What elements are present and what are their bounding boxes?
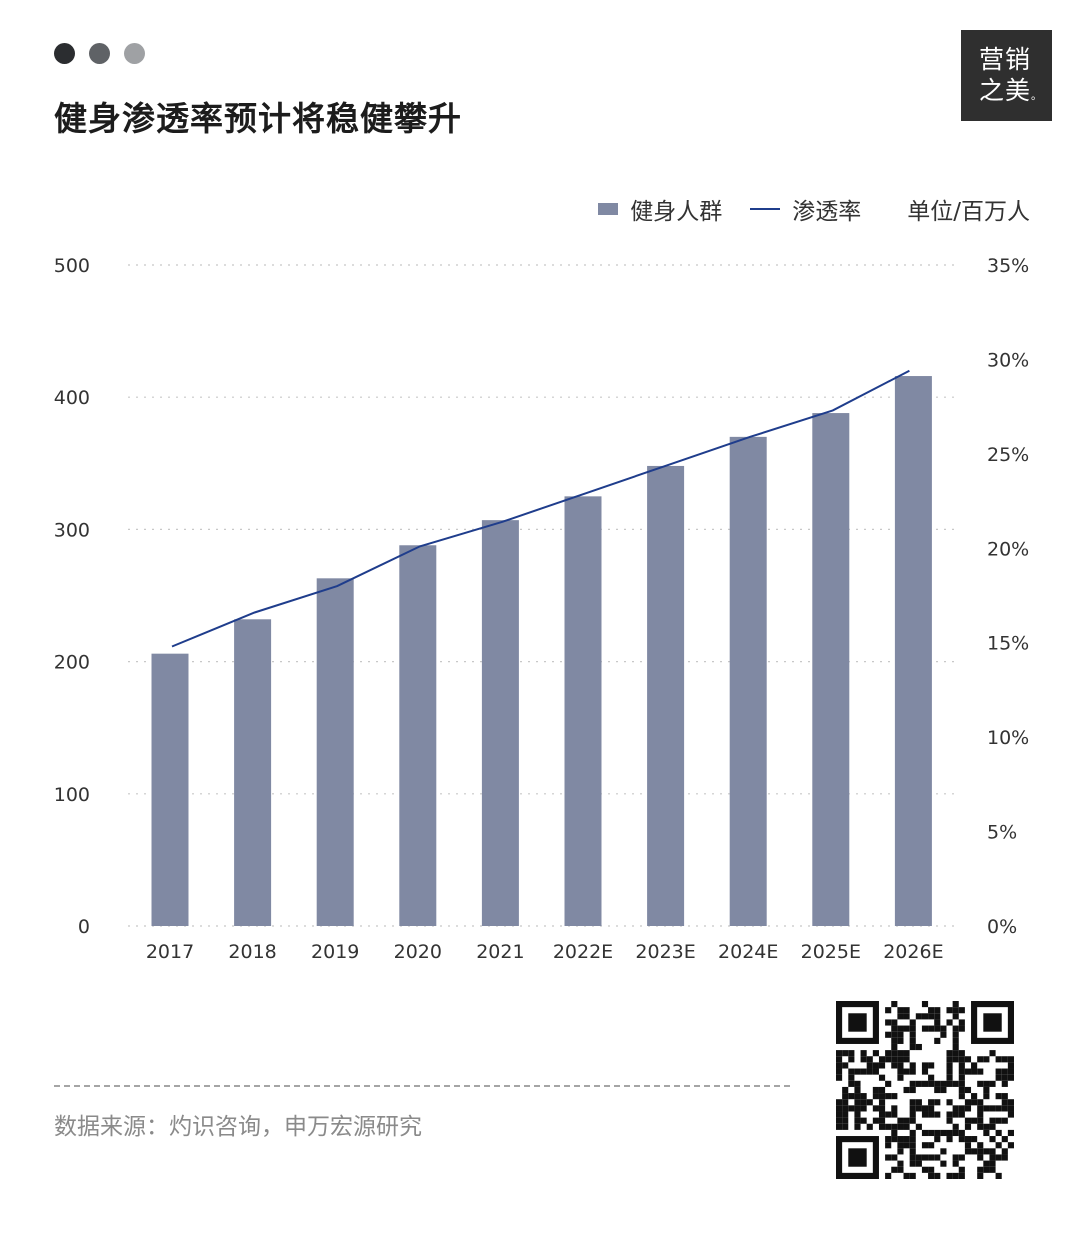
bar: [564, 496, 602, 926]
y-right-tick-label: 35%: [987, 255, 1029, 277]
y-right-tick-label: 25%: [987, 444, 1029, 466]
bar: [399, 545, 437, 926]
y-left-tick-label: 0: [78, 916, 90, 938]
y-left-tick-label: 400: [54, 387, 90, 409]
bar: [151, 653, 189, 926]
x-tick-label: 2025E: [801, 941, 861, 963]
y-right-tick-label: 10%: [987, 727, 1029, 749]
y-left-tick-label: 500: [54, 255, 90, 277]
x-tick-label: 2020: [394, 941, 442, 963]
data-source: 数据来源：灼识咨询，申万宏源研究: [54, 1114, 422, 1140]
x-tick-label: 2022E: [553, 941, 613, 963]
legend-bar-label: 健身人群: [630, 199, 723, 225]
y-left-tick-label: 100: [54, 784, 90, 806]
page-title: 健身渗透率预计将稳健攀升: [54, 99, 462, 138]
x-tick-label: 2019: [311, 941, 359, 963]
legend-line-label: 渗透率: [792, 199, 862, 225]
bar: [894, 376, 932, 927]
dot-dark: [54, 43, 75, 64]
dot-medium: [89, 43, 110, 64]
bar: [234, 619, 272, 926]
bar: [481, 520, 519, 926]
x-tick-label: 2024E: [718, 941, 778, 963]
y-right-tick-label: 5%: [987, 822, 1017, 844]
chart-legend: 健身人群 渗透率 单位/百万人: [598, 193, 1030, 225]
brand-logo: 营销 之美。: [961, 30, 1052, 121]
bar: [647, 465, 685, 926]
y-right-tick-label: 20%: [987, 538, 1029, 560]
logo-line-1: 营销: [979, 45, 1032, 74]
x-tick-label: 2021: [476, 941, 524, 963]
y-left-tick-label: 300: [54, 519, 90, 541]
x-tick-label: 2017: [146, 941, 194, 963]
y-left-tick-label: 200: [54, 652, 90, 674]
legend-unit-label: 单位/百万人: [907, 199, 1030, 225]
bar: [729, 436, 767, 926]
bar: [812, 413, 850, 927]
footer-divider: [54, 1085, 790, 1087]
y-right-tick-label: 0%: [987, 916, 1017, 938]
y-right-tick-label: 15%: [987, 633, 1029, 655]
x-tick-label: 2026E: [883, 941, 943, 963]
qr-code-icon: [836, 1001, 1014, 1179]
y-right-tick-label: 30%: [987, 349, 1029, 371]
bar: [316, 578, 354, 926]
legend-bar-swatch: [598, 203, 619, 215]
dot-light: [124, 43, 145, 64]
x-tick-label: 2018: [228, 941, 276, 963]
logo-line-2: 之美。: [979, 76, 1044, 105]
combo-chart: 0 100 200 300 400 500 0% 5% 10% 15% 20% 25% 30% 35% 20…: [54, 255, 1030, 963]
x-tick-label: 2023E: [635, 941, 695, 963]
legend-line-swatch: [750, 208, 781, 210]
penetration-rate-line: [171, 369, 910, 648]
